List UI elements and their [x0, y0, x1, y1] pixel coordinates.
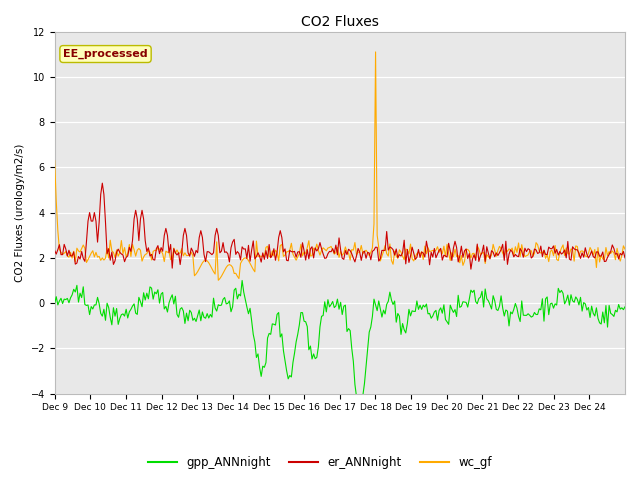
- Y-axis label: CO2 Fluxes (urology/m2/s): CO2 Fluxes (urology/m2/s): [15, 144, 25, 282]
- Text: EE_processed: EE_processed: [63, 49, 148, 59]
- Title: CO2 Fluxes: CO2 Fluxes: [301, 15, 379, 29]
- Legend: gpp_ANNnight, er_ANNnight, wc_gf: gpp_ANNnight, er_ANNnight, wc_gf: [143, 452, 497, 474]
